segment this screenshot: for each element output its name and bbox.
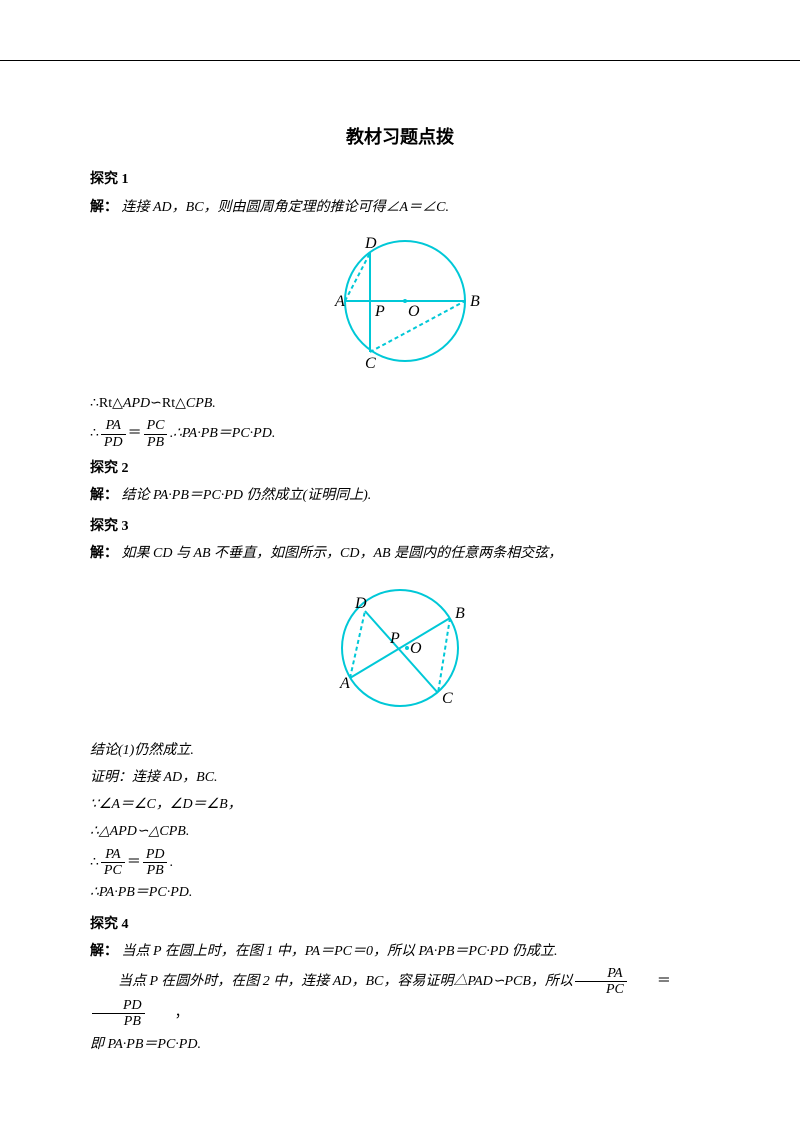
section-3-text: 如果 CD 与 AB 不垂直，如图所示，CD，AB 是圆内的任意两条相交弦，: [122, 546, 563, 561]
s3-l4: ∴△APD∽△CPB.: [90, 819, 710, 844]
svg-text:P: P: [374, 303, 385, 320]
svg-text:A: A: [334, 293, 345, 310]
svg-text:B: B: [455, 605, 465, 622]
solution-label: 解：: [90, 200, 118, 215]
s3-l2: 证明：连接 AD，BC.: [90, 765, 710, 790]
frac3-2: PD PB: [143, 847, 168, 879]
solution-label-2: 解：: [90, 488, 118, 503]
s3-tail: ∴PA·PB＝PC·PD.: [90, 880, 710, 905]
svg-text:C: C: [365, 355, 376, 372]
section-2-heading: 探究 2: [90, 456, 710, 481]
svg-text:D: D: [364, 235, 377, 252]
cpb: CPB.: [186, 391, 216, 416]
svg-text:C: C: [442, 690, 453, 707]
eq: ＝: [128, 421, 142, 446]
diagram-1: A B D C P O: [90, 226, 710, 385]
frac-pa-pd: PA PD: [101, 418, 126, 450]
period3: .: [169, 850, 173, 875]
s4-p2a: 当点 P 在圆外时，在图 2 中，连接 AD，BC，容易证明△PAD∽PCB，所…: [90, 969, 573, 994]
section-3-fracline: ∴ PA PC ＝ PD PB .: [90, 847, 710, 879]
sim-rt: ∽Rt△: [150, 391, 186, 416]
section-2-text: 结论 PA·PB＝PC·PD 仍然成立(证明同上).: [122, 488, 372, 503]
section-3-line1: 解： 如果 CD 与 AB 不垂直，如图所示，CD，AB 是圆内的任意两条相交弦…: [90, 541, 710, 566]
s4-p2b: ，: [147, 1001, 189, 1026]
circle-diagram-2-icon: A B C D P O: [310, 573, 490, 723]
s3-l1: 结论(1)仍然成立.: [90, 738, 710, 763]
s3-l3: ∵∠A＝∠C，∠D＝∠B，: [90, 792, 710, 817]
section-4-text1: 当点 P 在圆上时，在图 1 中，PA＝PC＝0，所以 PA·PB＝PC·PD …: [122, 944, 558, 959]
rt-apd: ∴Rt△: [90, 391, 123, 416]
circle-diagram-1-icon: A B D C P O: [310, 226, 490, 376]
svg-text:O: O: [410, 640, 422, 657]
page-title: 教材习题点拨: [90, 121, 710, 153]
section-2-line1: 解： 结论 PA·PB＝PC·PD 仍然成立(证明同上).: [90, 483, 710, 508]
frac3-1: PA PC: [101, 847, 125, 879]
section-1-fracline: ∴ PA PD ＝ PC PB . ∴PA·PB＝PC·PD.: [90, 418, 710, 450]
page: 教材习题点拨 探究 1 解： 连接 AD，BC，则由圆周角定理的推论可得∠A＝∠…: [0, 60, 800, 1099]
solution-label-4: 解：: [90, 944, 118, 959]
section-1-text: 连接 AD，BC，则由圆周角定理的推论可得∠A＝∠C.: [122, 200, 449, 215]
section-1-heading: 探究 1: [90, 167, 710, 192]
svg-text:A: A: [339, 675, 350, 692]
apd: APD: [123, 391, 150, 416]
section-3-heading: 探究 3: [90, 514, 710, 539]
frac-pc-pb: PC PB: [144, 418, 168, 450]
svg-text:O: O: [408, 303, 420, 320]
svg-text:D: D: [354, 595, 367, 612]
svg-text:P: P: [389, 630, 400, 647]
eq4: ＝: [629, 969, 671, 994]
frac4-1: PA PC: [575, 966, 627, 998]
s1-tail: ∴PA·PB＝PC·PD.: [173, 421, 275, 446]
section-4-line1: 解： 当点 P 在圆上时，在图 1 中，PA＝PC＝0，所以 PA·PB＝PC·…: [90, 939, 710, 964]
section-1-similar: ∴Rt△ APD ∽Rt△ CPB.: [90, 391, 710, 416]
diagram-2: A B C D P O: [90, 573, 710, 732]
svg-text:B: B: [470, 293, 480, 310]
frac4-2: PD PB: [92, 998, 145, 1030]
s4-p3: 即 PA·PB＝PC·PD.: [90, 1032, 710, 1057]
therefore: ∴: [90, 421, 99, 446]
therefore3: ∴: [90, 850, 99, 875]
section-4-heading: 探究 4: [90, 912, 710, 937]
section-1-line1: 解： 连接 AD，BC，则由圆周角定理的推论可得∠A＝∠C.: [90, 195, 710, 220]
solution-label-3: 解：: [90, 546, 118, 561]
section-4-line2: 当点 P 在圆外时，在图 2 中，连接 AD，BC，容易证明△PAD∽PCB，所…: [90, 966, 710, 1030]
eq3: ＝: [127, 850, 141, 875]
